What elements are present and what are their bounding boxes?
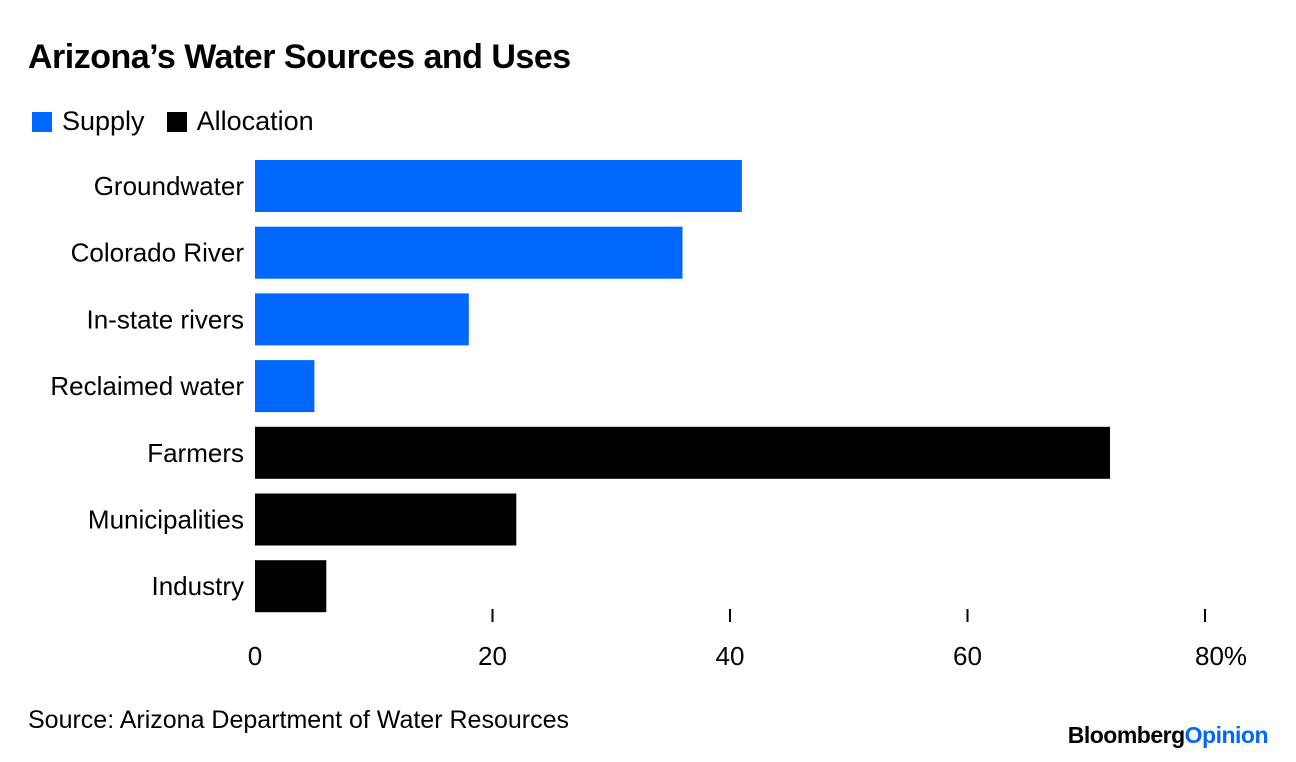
- bar-chart: Groundwater Colorado River In-state rivers…: [50, 160, 1247, 671]
- category-label-groundwater: Groundwater: [94, 171, 245, 201]
- legend-label-supply: Supply: [62, 106, 145, 136]
- legend: Supply Allocation: [32, 106, 336, 137]
- bar-industry: [255, 560, 327, 613]
- category-label-reclaimed-water: Reclaimed water: [50, 371, 244, 401]
- x-tick-label-60: 60: [953, 641, 982, 671]
- x-tick-label-40: 40: [716, 641, 745, 671]
- brand-bloomberg: Bloomberg: [1067, 722, 1185, 748]
- legend-item-supply: Supply: [32, 106, 145, 137]
- category-label-farmers: Farmers: [147, 438, 244, 468]
- chart-title: Arizona’s Water Sources and Uses: [28, 38, 571, 76]
- category-label-colorado-river: Colorado River: [71, 238, 245, 268]
- legend-label-allocation: Allocation: [196, 106, 314, 136]
- x-tick-label-0: 0: [248, 641, 262, 671]
- x-tick-label-20: 20: [478, 641, 507, 671]
- legend-swatch-allocation: [166, 111, 187, 132]
- brand-opinion: Opinion: [1184, 722, 1269, 748]
- source-note: Source: Arizona Department of Water Reso…: [28, 706, 569, 734]
- category-label-municipalities: Municipalities: [88, 505, 244, 535]
- legend-swatch-supply: [32, 111, 52, 132]
- bar-in-state-rivers: [255, 293, 469, 346]
- bar-colorado-river: [255, 226, 683, 279]
- legend-item-allocation: Allocation: [166, 106, 314, 137]
- bar-groundwater: [255, 160, 742, 212]
- bar-municipalities: [255, 493, 517, 546]
- category-label-in-state-rivers: In-state rivers: [87, 304, 245, 334]
- x-tick-label-80: 80%: [1195, 641, 1247, 671]
- bar-farmers: [255, 426, 1110, 479]
- brand-logo: BloombergOpinion: [1067, 722, 1269, 749]
- category-label-industry: Industry: [152, 571, 245, 601]
- bar-reclaimed-water: [255, 360, 315, 413]
